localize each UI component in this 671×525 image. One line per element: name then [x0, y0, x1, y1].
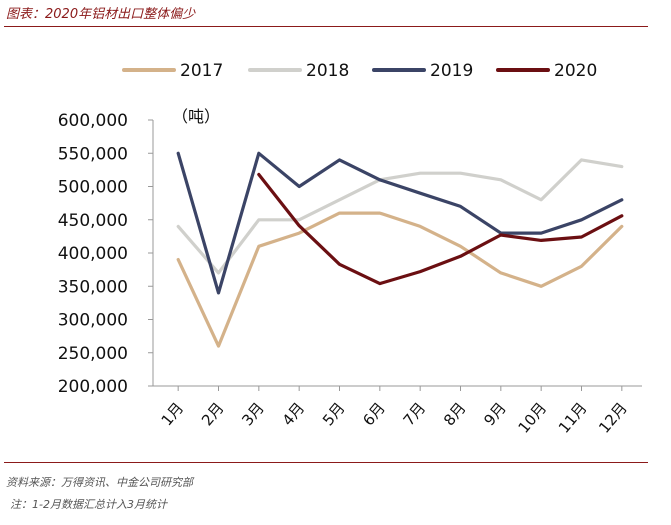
- series-line-2017: [176, 211, 624, 348]
- series-line-2020: [257, 172, 624, 286]
- x-tick-label: 3月: [238, 399, 268, 429]
- x-tick-label: 11月: [555, 399, 591, 437]
- y-tick-label: 200,000: [58, 377, 128, 397]
- x-tick-label: 7月: [400, 399, 430, 429]
- series-line-2018: [176, 158, 624, 275]
- y-unit-label: （吨）: [172, 107, 220, 126]
- y-tick-label: 550,000: [58, 144, 128, 164]
- x-tick-label: 1月: [158, 399, 188, 429]
- x-tick-label: 4月: [279, 399, 309, 429]
- y-tick-label: 500,000: [58, 178, 128, 198]
- legend-label-2018: 2018: [306, 61, 349, 81]
- source-note: 资料来源：万得资讯、中金公司研究部: [6, 476, 193, 489]
- x-tick-label: 2月: [198, 399, 228, 429]
- y-tick-label: 250,000: [58, 344, 128, 364]
- x-tick-label: 10月: [515, 399, 551, 437]
- legend-label-2019: 2019: [430, 61, 473, 81]
- top-divider: [4, 26, 648, 27]
- y-tick-label: 300,000: [58, 311, 128, 331]
- y-tick-label: 400,000: [58, 244, 128, 264]
- x-tick-label: 9月: [480, 399, 510, 429]
- line-chart: 600,000 550,000 500,000 450,000 400,000 350,0…: [58, 61, 642, 437]
- series-line-2019: [176, 151, 624, 295]
- legend-label-2017: 2017: [180, 61, 223, 81]
- bottom-divider: [4, 462, 648, 463]
- x-tick-label: 5月: [319, 399, 349, 429]
- x-tick-label: 12月: [595, 399, 631, 437]
- footnote: 注：1-2月数据汇总计入3月统计: [10, 498, 167, 511]
- y-tick-label: 350,000: [58, 277, 128, 297]
- y-tick-label: 450,000: [58, 211, 128, 231]
- y-tick-label: 600,000: [58, 111, 128, 131]
- x-tick-label: 6月: [359, 399, 389, 429]
- x-tick-label: 8月: [440, 399, 470, 429]
- figure-title: 图表：2020年铝材出口整体偏少: [6, 7, 196, 22]
- legend-label-2020: 2020: [554, 61, 597, 81]
